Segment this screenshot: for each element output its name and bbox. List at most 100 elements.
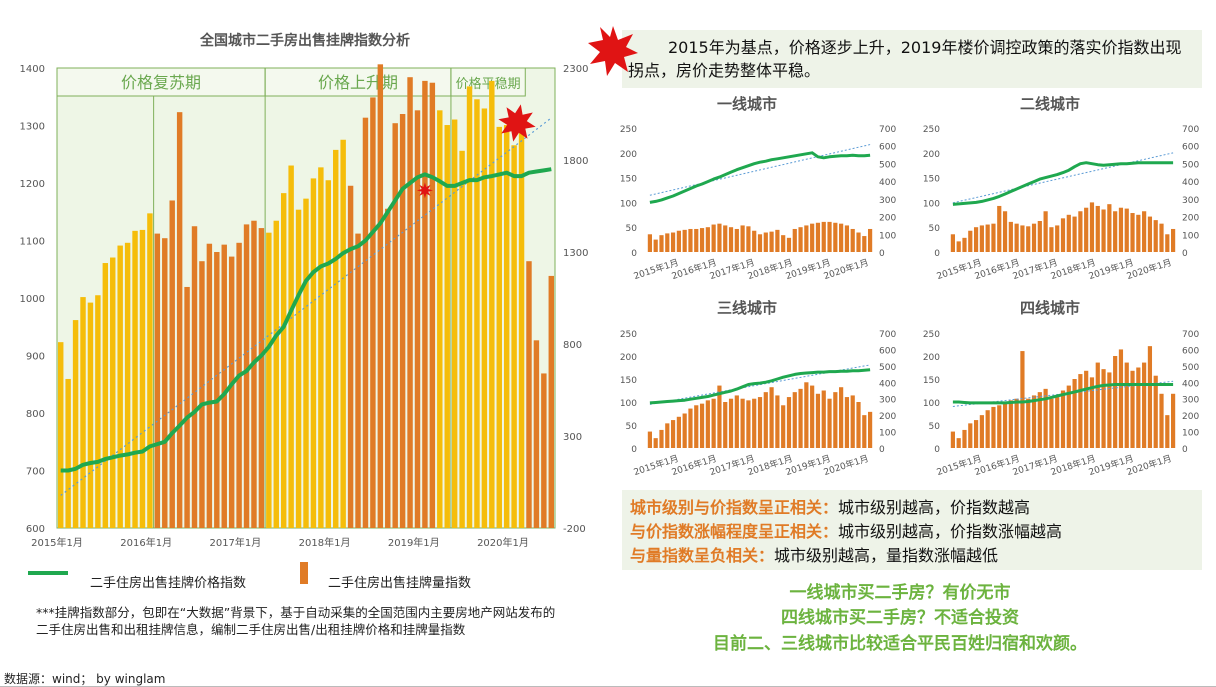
volume-bar — [214, 252, 220, 528]
volume-bar — [792, 228, 797, 252]
volume-bar — [1171, 228, 1176, 252]
volume-bar — [132, 230, 138, 528]
volume-bar — [1002, 403, 1008, 448]
y-right-tick-label: 400 — [879, 178, 896, 188]
volume-bar — [117, 245, 123, 528]
volume-bar — [347, 185, 354, 528]
volume-bar — [399, 114, 406, 528]
volume-bar — [1165, 415, 1170, 448]
volume-bar — [147, 213, 153, 529]
volume-bar — [1014, 223, 1019, 252]
data-source: 数据源：wind； by winglam — [4, 672, 166, 686]
volume-bar — [318, 167, 324, 529]
volume-bar — [1060, 390, 1066, 448]
volume-bar — [769, 387, 774, 448]
volume-bar — [325, 180, 332, 528]
volume-bar — [1008, 221, 1013, 252]
volume-bar — [839, 223, 844, 252]
y-left-tick-label: 1300 — [20, 122, 45, 133]
volume-bar — [670, 232, 676, 252]
volume-bar — [124, 242, 131, 529]
volume-bar — [815, 222, 821, 252]
volume-bar — [422, 80, 428, 528]
volume-bar — [850, 228, 855, 252]
summary-line-2: 与价指数涨幅程度呈正相关：城市级别越高，价指数涨幅越高 — [630, 522, 1063, 541]
volume-bar — [798, 227, 803, 252]
volume-bar — [705, 227, 710, 252]
volume-bar — [682, 413, 687, 448]
y-left-tick-label: 200 — [620, 353, 637, 363]
volume-bar — [973, 420, 979, 448]
y-right-tick-label: 100 — [1182, 231, 1199, 241]
volume-bar — [997, 405, 1002, 448]
volume-bar — [740, 398, 745, 448]
volume-bar — [979, 225, 984, 252]
y-left-tick-label: 150 — [923, 376, 940, 386]
volume-bar — [295, 209, 302, 528]
volume-bar — [962, 237, 967, 252]
y-right-tick-label: 1300 — [563, 248, 588, 259]
volume-bar — [1130, 213, 1135, 252]
y-right-tick-label: 100 — [879, 231, 896, 241]
volume-bar — [810, 223, 815, 252]
y-right-tick-label: 600 — [879, 143, 896, 153]
callout-text: 2015年为基点，价格逐步上升，2019年楼价调控政策的落实价指数出现拐点，房价… — [628, 38, 1182, 80]
volume-bar — [1147, 216, 1153, 252]
volume-bar — [862, 415, 867, 448]
volume-bar — [310, 178, 317, 528]
volume-bar — [1060, 218, 1066, 252]
volume-bar — [1113, 356, 1118, 448]
y-right-tick-label: 200 — [1182, 214, 1199, 224]
volume-bar — [827, 398, 832, 448]
y-left-tick-label: 900 — [26, 352, 45, 363]
volume-bar — [429, 82, 436, 528]
y-left-tick-label: 600 — [26, 524, 45, 535]
tier4-chart: 0501001502002500100200300400500600700201… — [923, 330, 1200, 478]
volume-bar — [746, 226, 751, 252]
volume-bar — [973, 227, 979, 252]
red-star-icon — [588, 26, 638, 76]
y-right-tick-label: 300 — [1182, 396, 1199, 406]
x-tick-label: 2016年1月 — [120, 536, 172, 549]
volume-bar — [1107, 204, 1112, 252]
volume-bar — [541, 373, 547, 528]
volume-bar — [437, 110, 443, 528]
volume-bar — [503, 125, 510, 528]
y-left-tick-label: 250 — [620, 125, 637, 135]
volume-bar — [1124, 208, 1129, 252]
volume-bar — [670, 420, 676, 448]
price-trendline — [649, 144, 871, 196]
volume-bar — [474, 99, 480, 528]
volume-bar — [1078, 211, 1083, 252]
volume-bar — [676, 416, 681, 448]
y-right-tick-label: 0 — [1182, 249, 1188, 259]
volume-bar — [1008, 400, 1013, 448]
volume-bar — [1153, 220, 1158, 252]
y-left-tick-label: 100 — [923, 399, 940, 409]
y-right-tick-label: 500 — [879, 363, 896, 373]
footnote: ***挂牌指数部分，包即在“大数据”背景下，基于自动采集的全国范围内主要房地产网… — [36, 605, 556, 637]
volume-bar — [728, 398, 734, 448]
y-right-tick-label: 300 — [879, 396, 896, 406]
y-left-tick-label: 50 — [626, 224, 638, 234]
volume-bar — [340, 139, 346, 528]
phase-band — [450, 67, 526, 97]
x-tick-label: 2020年1月 — [477, 536, 529, 549]
volume-bar — [251, 220, 257, 528]
y-right-tick-label: 1800 — [563, 156, 588, 167]
volume-bar — [688, 408, 693, 448]
volume-bar — [236, 242, 242, 529]
volume-bar — [1095, 205, 1100, 252]
volume-bar — [221, 244, 227, 528]
tier4-title: 四线城市 — [1019, 299, 1080, 317]
volume-bar — [810, 385, 815, 448]
volume-bar — [407, 77, 413, 528]
y-right-tick-label: 600 — [1182, 346, 1199, 356]
volume-bar — [1153, 375, 1158, 448]
y-right-tick-label: 600 — [1182, 143, 1199, 153]
volume-bar — [781, 235, 786, 252]
main-chart: 价格复苏期 价格上升期 价格平稳期 600 700 800 900 1000 1100 1200 1… — [20, 64, 589, 549]
callout-box — [622, 30, 1202, 88]
volume-bar — [821, 390, 826, 448]
y-left-tick-label: 200 — [923, 353, 940, 363]
